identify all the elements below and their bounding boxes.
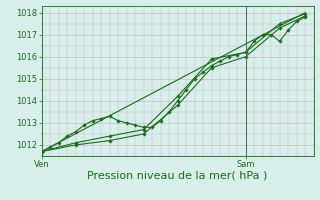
- X-axis label: Pression niveau de la mer( hPa ): Pression niveau de la mer( hPa ): [87, 171, 268, 181]
